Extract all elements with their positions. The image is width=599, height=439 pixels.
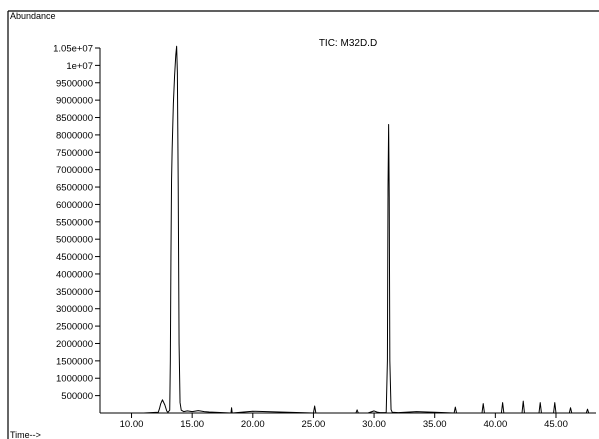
x-axis-ticks: 10.00 15.00 20.00 25.00 30.00 35.00 40.00 45.00 — [120, 413, 568, 430]
x-tick-label: 10.00 — [120, 419, 144, 430]
y-axis-title: Abundance — [10, 11, 56, 21]
y-tick-label: 6500000 — [56, 183, 93, 194]
x-tick-label: 20.00 — [241, 419, 265, 430]
y-tick-label: 5000000 — [56, 235, 93, 246]
y-tick-label: 5500000 — [56, 217, 93, 228]
x-axis-title: Time--> — [10, 430, 41, 439]
y-tick-label: 7000000 — [56, 165, 93, 176]
x-tick-label: 35.00 — [423, 419, 447, 430]
y-tick-label: 3000000 — [56, 304, 93, 315]
x-tick-label: 15.00 — [180, 419, 204, 430]
y-tick-label: 4000000 — [56, 269, 93, 280]
x-tick-label: 25.00 — [302, 419, 326, 430]
y-tick-label: 2000000 — [56, 339, 93, 350]
y-tick-label: 9000000 — [56, 96, 93, 107]
y-tick-label: 1.05e+07 — [53, 44, 93, 55]
y-tick-label: 9500000 — [56, 78, 93, 89]
y-axis-ticks: 500000 1000000 1500000 2000000 2500000 300000… — [53, 44, 100, 402]
x-tick-label: 45.00 — [544, 419, 568, 430]
chart-title: TIC: M32D.D — [319, 38, 377, 49]
y-tick-label: 1e+07 — [66, 61, 93, 72]
y-tick-label: 4500000 — [56, 252, 93, 263]
y-tick-label: 3500000 — [56, 287, 93, 298]
x-tick-label: 30.00 — [362, 419, 386, 430]
tic-series-line — [100, 45, 596, 414]
y-tick-label: 8000000 — [56, 130, 93, 141]
y-tick-label: 6000000 — [56, 200, 93, 211]
y-tick-label: 2500000 — [56, 322, 93, 333]
y-tick-label: 500000 — [61, 391, 93, 402]
series-layer — [100, 45, 596, 414]
y-tick-label: 1500000 — [56, 356, 93, 367]
y-tick-label: 7500000 — [56, 148, 93, 159]
x-tick-label: 40.00 — [483, 419, 507, 430]
y-tick-label: 1000000 — [56, 374, 93, 385]
y-tick-label: 8500000 — [56, 113, 93, 124]
